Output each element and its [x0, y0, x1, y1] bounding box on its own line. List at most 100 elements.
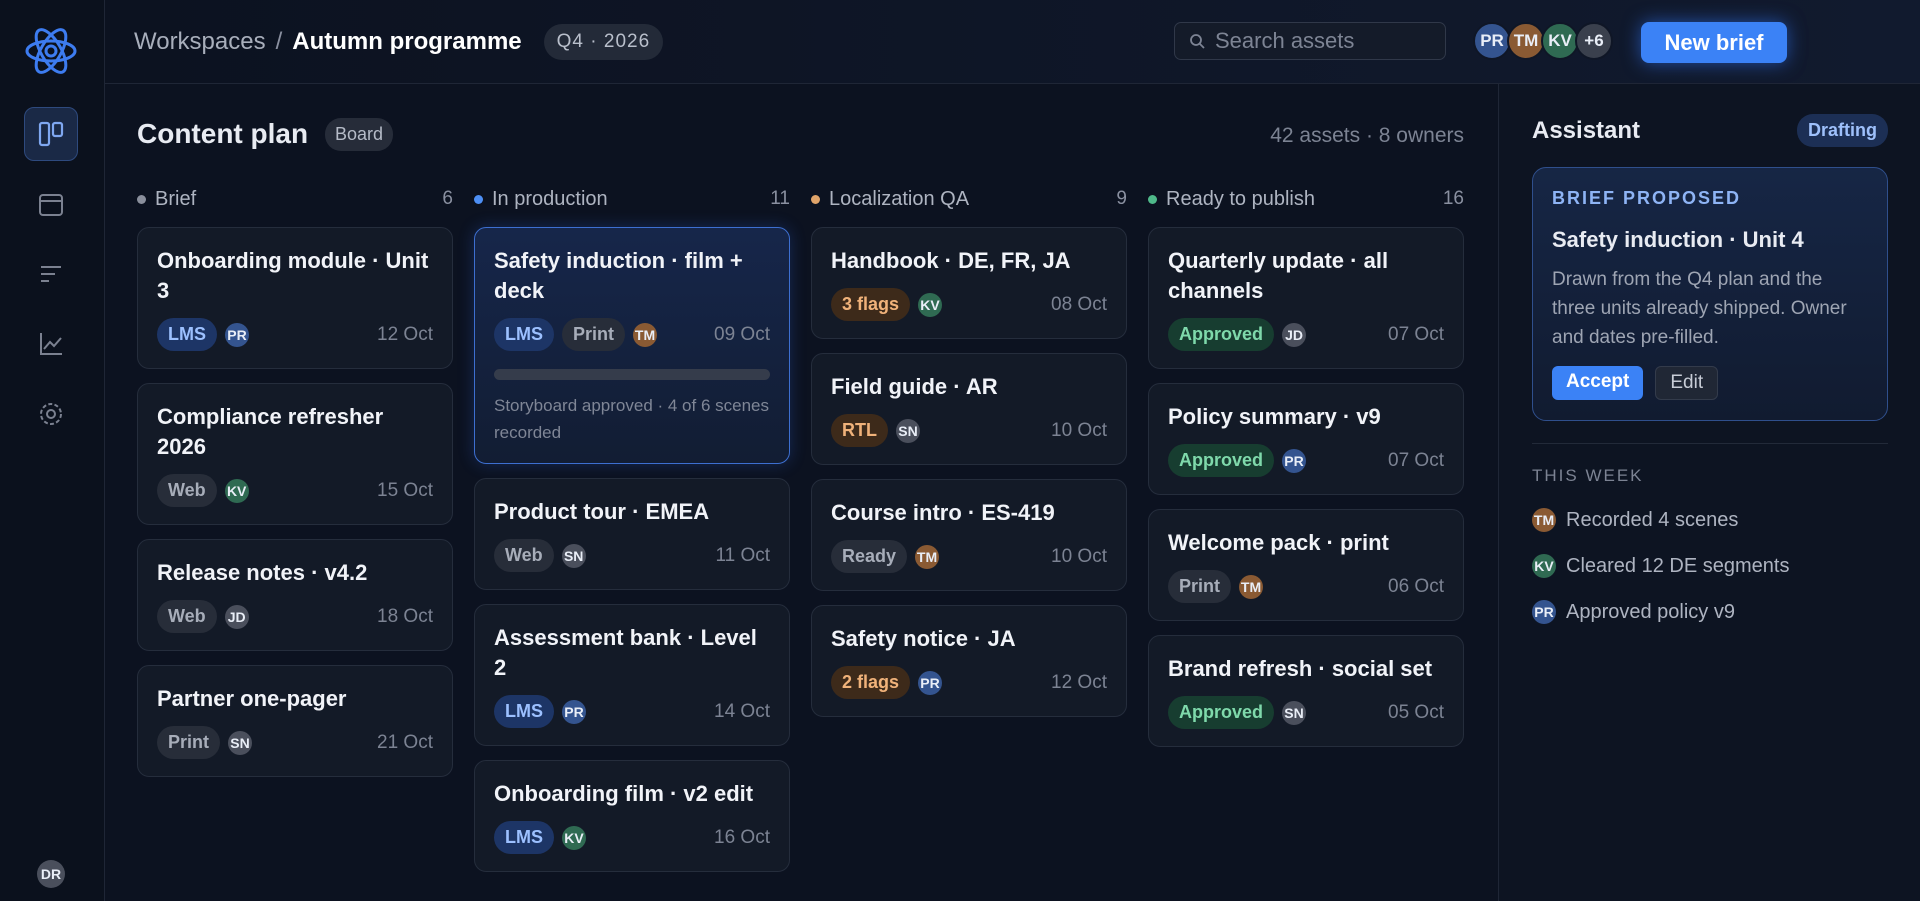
- column-header: Ready to publish 16: [1148, 184, 1464, 214]
- due-date: 18 Oct: [377, 605, 433, 627]
- avatar: KV: [1532, 554, 1556, 578]
- card[interactable]: Partner one-pager Print SN 21 Oct: [137, 665, 453, 777]
- breadcrumb-link[interactable]: Workspaces: [134, 27, 266, 55]
- icon: [40, 333, 62, 355]
- card[interactable]: Policy summary · v9 Approved PR 07 Oct: [1148, 383, 1464, 495]
- tag: Print: [1168, 570, 1232, 603]
- avatar: PR: [225, 322, 249, 347]
- avatar: KV: [918, 292, 943, 317]
- avatar: SN: [228, 730, 253, 755]
- icon: [39, 194, 63, 216]
- status-dot: [137, 194, 146, 204]
- card-meta: Web SN 11 Oct: [494, 539, 770, 572]
- card-meta: Print SN 21 Oct: [157, 726, 433, 759]
- card-title: Compliance refresher 2026: [157, 404, 384, 459]
- card[interactable]: Brand refresh · social set Approved SN 05 O…: [1148, 635, 1464, 747]
- column: Localization QA 9 Handbook · DE, FR, JA 3 f…: [811, 184, 1127, 731]
- card-title: Handbook · DE, FR, JA: [831, 248, 1071, 273]
- avatar: DR: [37, 860, 65, 888]
- column-count: 16: [1442, 188, 1464, 209]
- card[interactable]: Compliance refresher 2026 Web KV 15 Oct: [137, 383, 453, 525]
- nav-analytics[interactable]: [24, 317, 78, 371]
- column: In production 11 Safety induction · film +…: [474, 184, 790, 886]
- card[interactable]: Handbook · DE, FR, JA 3 flags KV 08 Oct: [811, 227, 1127, 339]
- column-name: Localization QA: [829, 187, 970, 210]
- card-meta: LMS PR 12 Oct: [157, 318, 433, 351]
- card-title: Safety induction · film + deck: [494, 248, 743, 303]
- edit-button[interactable]: Edit: [1655, 366, 1719, 400]
- card[interactable]: Welcome pack · print Print TM 06 Oct: [1148, 509, 1464, 621]
- column-count: 6: [442, 188, 453, 209]
- status-dot: [1148, 194, 1157, 204]
- card-title: Onboarding module · Unit 3: [157, 248, 429, 303]
- column-name: Brief: [155, 187, 197, 210]
- column-count: 9: [1116, 188, 1127, 209]
- assistant-title: Assistant: [1532, 116, 1641, 144]
- card-meta: RTL SN 10 Oct: [831, 414, 1107, 447]
- accept-button[interactable]: Accept: [1552, 366, 1644, 400]
- avatar: PR: [1532, 600, 1556, 624]
- due-date: 06 Oct: [1388, 575, 1444, 597]
- card-title: Release notes · v4.2: [157, 560, 368, 585]
- card-meta: 2 flags PR 12 Oct: [831, 666, 1107, 699]
- due-date: 12 Oct: [1051, 671, 1107, 693]
- tag: Print: [562, 318, 626, 351]
- tag: LMS: [494, 821, 554, 854]
- new-brief-button[interactable]: New brief: [1641, 22, 1787, 63]
- card[interactable]: Onboarding module · Unit 3 LMS PR 12 Oct: [137, 227, 453, 369]
- card[interactable]: Quarterly update · all channels Approved J…: [1148, 227, 1464, 369]
- proposal-eyebrow: BRIEF PROPOSED: [1552, 188, 1742, 208]
- card[interactable]: Course intro · ES-419 Ready TM 10 Oct: [811, 479, 1127, 591]
- tag: Approved: [1168, 318, 1275, 351]
- search-input[interactable]: Search assets: [1174, 22, 1446, 60]
- due-date: 14 Oct: [714, 700, 770, 722]
- team-avatars: PR TM KV +6: [1473, 22, 1613, 60]
- due-date: 21 Oct: [377, 731, 433, 753]
- card[interactable]: Safety notice · JA 2 flags PR 12 Oct: [811, 605, 1127, 717]
- card-meta: Approved SN 05 Oct: [1168, 696, 1444, 729]
- progress-bar: [494, 369, 770, 380]
- avatar: PR: [1473, 22, 1511, 60]
- nav-board[interactable]: [24, 107, 78, 161]
- due-date: 09 Oct: [714, 323, 770, 345]
- card-title: Course intro · ES-419: [831, 500, 1055, 525]
- card-meta: Web KV 15 Oct: [157, 474, 433, 507]
- status-dot: [474, 194, 483, 204]
- avatar: TM: [915, 544, 940, 569]
- due-date: 10 Oct: [1051, 545, 1107, 567]
- proposal-body: Drawn from the Q4 plan and the three uni…: [1552, 269, 1847, 348]
- card[interactable]: Product tour · EMEA Web SN 11 Oct: [474, 478, 790, 590]
- avatar: TM: [1239, 574, 1264, 599]
- card[interactable]: Field guide · AR RTL SN 10 Oct: [811, 353, 1127, 465]
- due-date: 15 Oct: [377, 479, 433, 501]
- card-title: Product tour · EMEA: [494, 499, 710, 524]
- tag: Print: [157, 726, 221, 759]
- assistant-header: Assistant Drafting: [1532, 114, 1888, 147]
- column-header: In production 11: [474, 184, 790, 214]
- card[interactable]: Safety induction · film + deck LMS Print TM…: [474, 227, 790, 464]
- due-date: 07 Oct: [1388, 323, 1444, 345]
- card-meta: Print TM 06 Oct: [1168, 570, 1444, 603]
- board-title: Content plan: [137, 118, 309, 149]
- view-pill[interactable]: Board: [325, 118, 394, 151]
- card-meta: Approved JD 07 Oct: [1168, 318, 1444, 351]
- column-header: Brief 6: [137, 184, 453, 214]
- column-count: 11: [770, 188, 790, 209]
- card[interactable]: Release notes · v4.2 Web JD 18 Oct: [137, 539, 453, 651]
- nav-settings[interactable]: [24, 387, 78, 441]
- avatar: SN: [1282, 700, 1307, 725]
- card[interactable]: Assessment bank · Level 2 LMS PR 14 Oct: [474, 604, 790, 746]
- card-title: Quarterly update · all channels: [1168, 248, 1389, 303]
- nav-calendar[interactable]: [24, 177, 78, 231]
- avatar: SN: [561, 543, 586, 568]
- tag: Web: [157, 600, 217, 633]
- tag: LMS: [157, 318, 217, 351]
- tag: LMS: [494, 318, 554, 351]
- search-icon: [1190, 34, 1205, 49]
- nav-list[interactable]: [24, 247, 78, 301]
- column-name: Ready to publish: [1166, 187, 1315, 210]
- card-title: Policy summary · v9: [1168, 404, 1381, 429]
- topbar: Workspaces / Autumn programme Q4 · 2026: [105, 0, 1920, 84]
- card[interactable]: Onboarding film · v2 edit LMS KV 16 Oct: [474, 760, 790, 872]
